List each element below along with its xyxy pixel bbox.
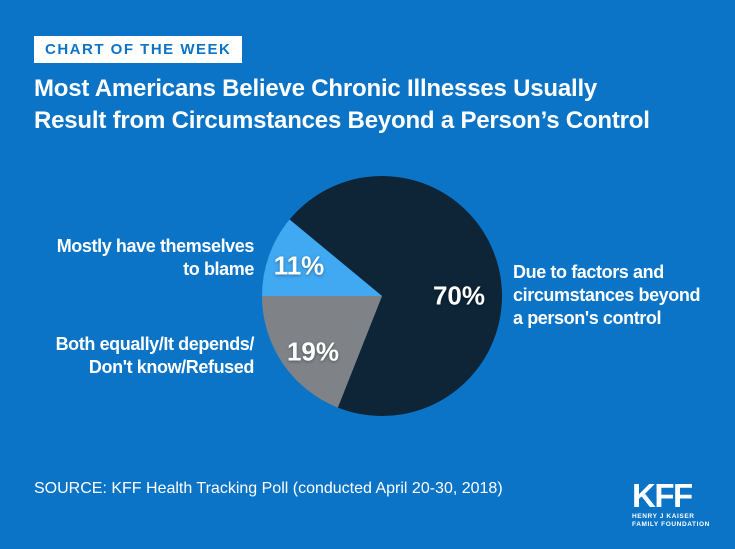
pie-slice-70% bbox=[289, 176, 502, 416]
pie-value-label-70: 70% bbox=[432, 280, 486, 311]
pie-slice-19% bbox=[262, 296, 382, 408]
pie-chart bbox=[262, 176, 502, 416]
kff-logo: KFF HENRY J KAISER FAMILY FOUNDATION bbox=[632, 477, 710, 529]
pie-slice-label-both-equally: Both equally/It depends/ Don't know/Refu… bbox=[55, 334, 255, 377]
pie-value-label-11: 11% bbox=[273, 250, 325, 281]
kicker-badge: CHART OF THE WEEK bbox=[34, 36, 243, 63]
pie-slice-label-beyond-control: Due to factors and circumstances beyond … bbox=[513, 262, 701, 328]
kff-logo-text: KFF bbox=[632, 477, 693, 514]
pie-value-label-19: 19% bbox=[286, 336, 340, 367]
kicker-label: CHART OF THE WEEK bbox=[45, 41, 232, 58]
pie-slice-11% bbox=[262, 219, 382, 296]
chart-title: Most Americans Believe Chronic Illnesses… bbox=[34, 75, 650, 134]
source-note: SOURCE: KFF Health Tracking Poll (conduc… bbox=[34, 480, 503, 497]
kff-logo-subtext-line1: HENRY J KAISER bbox=[632, 513, 695, 520]
kff-logo-subtext-line2: FAMILY FOUNDATION bbox=[632, 521, 710, 528]
pie-slice-label-themselves-to-blame: Mostly have themselves to blame bbox=[56, 236, 255, 279]
kff-logo-subtext: HENRY J KAISER FAMILY FOUNDATION bbox=[632, 513, 710, 529]
